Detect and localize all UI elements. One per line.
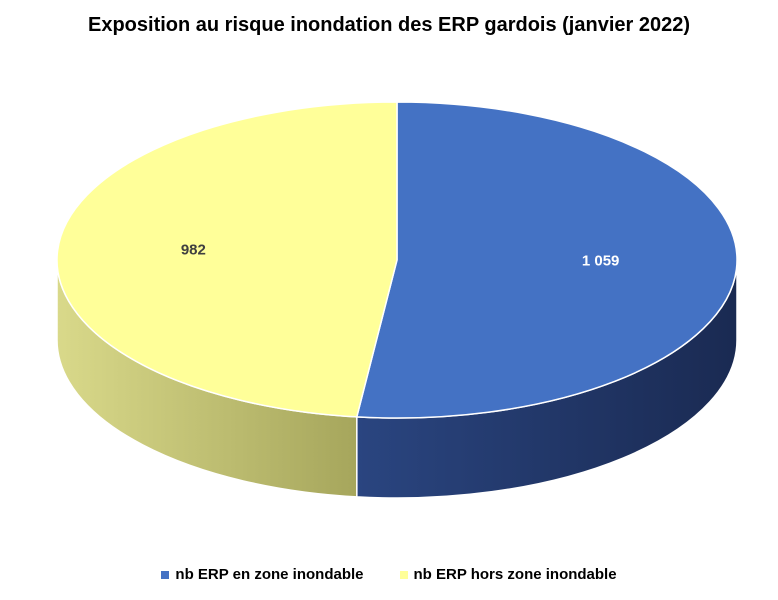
data-label-hors-zone: 982 xyxy=(181,241,206,258)
legend-swatch-hors-zone xyxy=(399,570,408,579)
legend-label-en-zone: nb ERP en zone inondable xyxy=(175,566,364,583)
chart-legend: nb ERP en zone inondable nb ERP hors zon… xyxy=(0,566,778,583)
pie-slice-hors-zone xyxy=(56,101,398,418)
chart-title: Exposition au risque inondation des ERP … xyxy=(88,14,690,36)
legend-label-hors-zone: nb ERP hors zone inondable xyxy=(413,566,617,583)
legend-item-hors-zone: nb ERP hors zone inondable xyxy=(399,566,617,583)
legend-swatch-en-zone xyxy=(161,570,170,579)
pie-slice-en-zone xyxy=(355,101,738,419)
data-label-en-zone: 1 059 xyxy=(582,253,620,270)
legend-item-en-zone: nb ERP en zone inondable xyxy=(161,566,364,583)
